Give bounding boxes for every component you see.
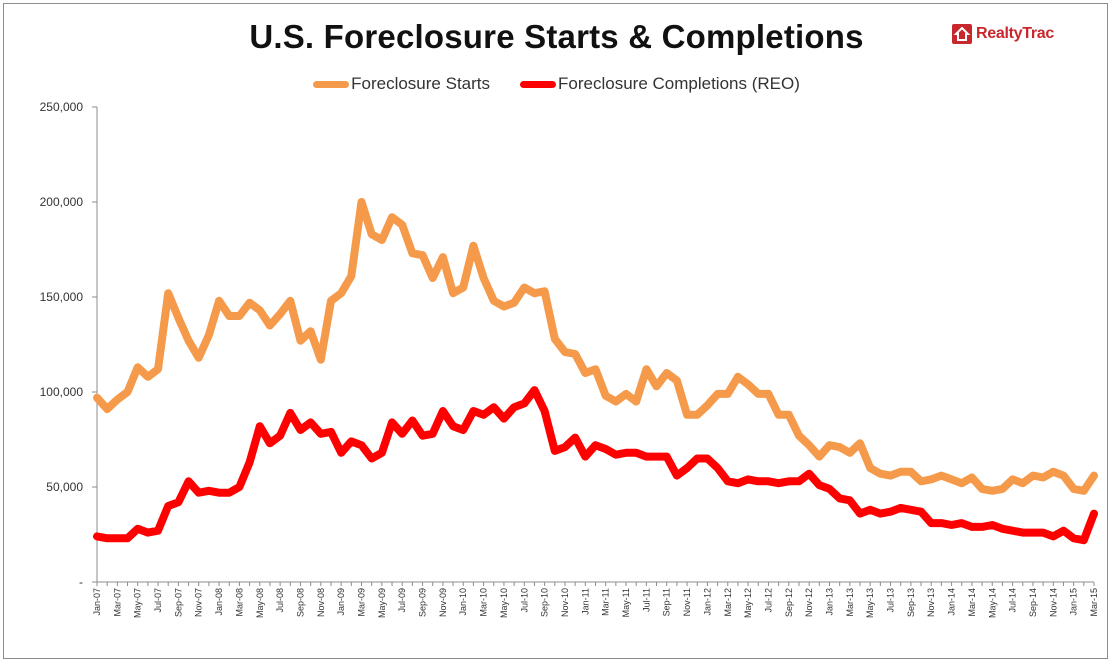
y-tick-label: -	[79, 575, 83, 589]
x-tick-label: May-10	[499, 588, 509, 618]
legend-swatch-starts	[313, 80, 350, 88]
x-tick-label: May-07	[133, 588, 143, 618]
x-tick-label: Jan-07	[92, 588, 102, 616]
x-tick-label: May-09	[377, 588, 387, 618]
chart-title: U.S. Foreclosure Starts & Completions	[249, 18, 864, 55]
y-tick-label: 150,000	[40, 290, 84, 304]
x-tick-label: Jul-12	[763, 588, 773, 613]
x-tick-label: Jan-09	[336, 588, 346, 616]
x-tick-label: Jan-13	[824, 588, 834, 616]
x-tick-label: Jul-11	[641, 588, 651, 612]
x-tick-label: Sep-09	[418, 588, 428, 617]
x-tick-label: Sep-13	[906, 588, 916, 617]
brand-logo: RealtyTrac	[952, 24, 1054, 44]
x-tick-label: Sep-11	[662, 588, 672, 616]
x-tick-label: Jan-15	[1069, 588, 1079, 616]
legend-label-starts: Foreclosure Starts	[351, 74, 491, 93]
chart-legend: Foreclosure Starts Foreclosure Completio…	[0, 74, 1113, 94]
legend-label-completions: Foreclosure Completions (REO)	[558, 74, 800, 93]
x-tick-label: Jan-12	[702, 588, 712, 616]
x-tick-label: Mar-08	[234, 588, 244, 617]
x-tick-label: Jul-07	[153, 588, 163, 613]
x-tick-label: Jul-13	[886, 588, 896, 613]
x-tick-label: Jan-08	[214, 588, 224, 616]
x-tick-label: May-13	[865, 588, 875, 618]
x-tick-label: Mar-07	[112, 588, 122, 617]
x-tick-label: Mar-15	[1089, 588, 1099, 617]
x-tick-label: Nov-14	[1048, 588, 1058, 617]
x-tick-label: Nov-11	[682, 588, 692, 616]
series-line-foreclosure-completions	[93, 386, 1098, 545]
x-tick-label: May-14	[987, 588, 997, 618]
legend-item-starts: Foreclosure Starts	[313, 74, 490, 94]
x-tick-label: Nov-08	[316, 588, 326, 617]
x-tick-label: Nov-09	[438, 588, 448, 617]
x-tick-label: May-11	[621, 588, 631, 617]
x-tick-label: Jul-08	[275, 588, 285, 613]
x-tick-label: Mar-11	[601, 588, 611, 616]
x-tick-label: Nov-10	[560, 588, 570, 617]
x-tick-label: Nov-13	[926, 588, 936, 617]
x-tick-label: Mar-10	[479, 588, 489, 617]
legend-item-completions: Foreclosure Completions (REO)	[520, 74, 800, 94]
x-tick-label: Mar-09	[357, 588, 367, 617]
x-tick-label: Sep-08	[295, 588, 305, 617]
x-tick-label: Jan-11	[580, 588, 590, 615]
x-tick-label: Jan-10	[458, 588, 468, 616]
y-tick-label: 100,000	[40, 385, 84, 399]
x-tick-label: May-12	[743, 588, 753, 618]
brand-name: RealtyTrac	[976, 25, 1054, 42]
x-tick-label: Sep-12	[784, 588, 794, 617]
x-tick-label: Jul-09	[397, 588, 407, 613]
legend-swatch-completions	[520, 80, 557, 88]
y-tick-label: 250,000	[40, 100, 84, 114]
x-tick-label: May-08	[255, 588, 265, 618]
x-tick-label: Jan-14	[947, 588, 957, 616]
x-tick-label: Mar-13	[845, 588, 855, 617]
x-tick-label: Sep-14	[1028, 588, 1038, 617]
x-tick-label: Sep-07	[173, 588, 183, 617]
x-tick-label: Nov-07	[194, 588, 204, 617]
x-tick-label: Jul-14	[1008, 588, 1018, 613]
x-tick-label: Mar-12	[723, 588, 733, 617]
x-tick-label: Nov-12	[804, 588, 814, 617]
x-tick-label: Jul-10	[519, 588, 529, 613]
x-tick-label: Sep-10	[540, 588, 550, 617]
y-tick-label: 200,000	[40, 195, 84, 209]
house-icon	[952, 24, 972, 44]
x-tick-label: Mar-14	[967, 588, 977, 617]
y-tick-label: 50,000	[46, 480, 83, 494]
series-line-foreclosure-starts	[93, 198, 1098, 495]
